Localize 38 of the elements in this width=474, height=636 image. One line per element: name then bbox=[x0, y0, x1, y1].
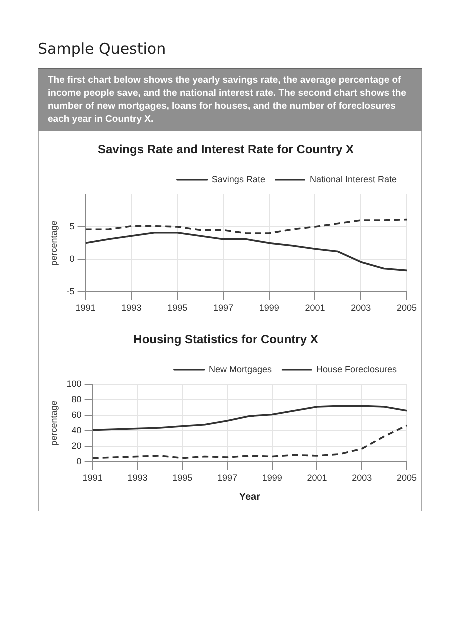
y-tick-label: 100 bbox=[66, 378, 82, 389]
x-tick-label: 1999 bbox=[262, 473, 282, 484]
x-tick-label: 1995 bbox=[172, 473, 193, 484]
y-tick-label: 0 bbox=[70, 254, 75, 264]
chart-title: Savings Rate and Interest Rate for Country X bbox=[98, 142, 354, 157]
legend-label: House Foreclosures bbox=[316, 364, 398, 374]
y-axis-title: percentage bbox=[48, 220, 59, 266]
line-series bbox=[92, 424, 407, 460]
x-tick-label: 2003 bbox=[351, 303, 372, 314]
chart-title: Housing Statistics for Country X bbox=[134, 332, 318, 347]
x-tick-label: 1993 bbox=[128, 473, 148, 484]
y-tick-label: 20 bbox=[72, 441, 82, 452]
x-tick-label: 2001 bbox=[305, 303, 326, 314]
y-tick-label: 5 bbox=[70, 221, 75, 232]
x-tick-label: 2005 bbox=[396, 473, 418, 484]
y-tick-label: 80 bbox=[72, 394, 82, 404]
x-tick-label: 1993 bbox=[122, 303, 142, 314]
y-tick-label: 60 bbox=[72, 410, 82, 420]
x-axis-title: Year bbox=[239, 492, 261, 503]
x-tick-label: 2005 bbox=[396, 303, 418, 314]
text: Sample Question bbox=[38, 40, 168, 58]
legend-label: Savings Rate bbox=[212, 174, 266, 184]
line-series bbox=[86, 218, 407, 234]
x-tick-label: 1991 bbox=[76, 303, 96, 314]
y-axis-title: percentage bbox=[48, 400, 59, 446]
x-tick-label: 1997 bbox=[213, 303, 234, 314]
y-tick-label: 40 bbox=[72, 426, 82, 436]
y-tick-label: -5 bbox=[66, 286, 75, 297]
text: The first chart below shows the yearly savings rate, the average percentage of income people save, and the national interest rate. The second chart shows the number of new mortgages, loans for houses, and the number of foreclosures each year in Country X. bbox=[38, 68, 422, 131]
x-tick-label: 1999 bbox=[259, 303, 280, 314]
legend-label: New Mortgages bbox=[208, 364, 272, 374]
x-tick-label: 1991 bbox=[82, 473, 103, 484]
legend-label: National Interest Rate bbox=[310, 174, 397, 184]
x-tick-label: 2003 bbox=[352, 473, 372, 484]
y-tick-label: 0 bbox=[76, 456, 82, 467]
x-tick-label: 2001 bbox=[307, 473, 328, 484]
x-tick-label: 1995 bbox=[168, 303, 188, 314]
x-tick-label: 1997 bbox=[217, 473, 238, 484]
